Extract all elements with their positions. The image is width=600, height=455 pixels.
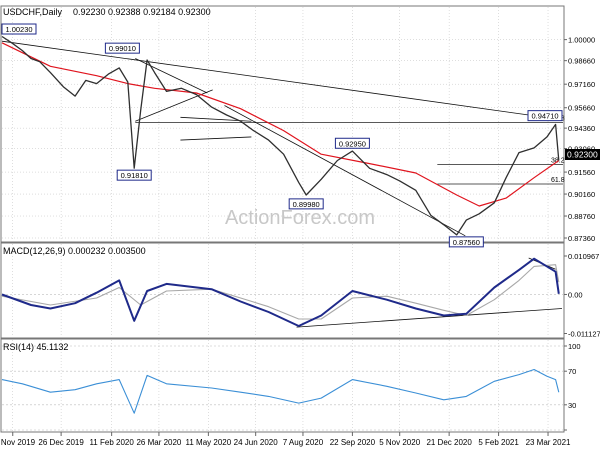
price-label: 0.94710 xyxy=(531,112,558,121)
current-price-badge-bg xyxy=(565,149,600,160)
ema-line xyxy=(1,42,560,207)
price-header-symbol: USDCHF,Daily xyxy=(3,7,63,17)
price-label-box xyxy=(288,198,324,210)
macd-signal-line xyxy=(1,264,560,320)
gridlines xyxy=(2,7,563,431)
price-label-box xyxy=(1,23,37,35)
x-tick-label: 5 Nov 2020 xyxy=(379,438,420,447)
x-tick-label: 26 Mar 2020 xyxy=(136,438,181,447)
price-label-box xyxy=(527,110,563,122)
current-price-badge: 0.92300 xyxy=(565,149,600,160)
y-tick-label: 100 xyxy=(568,342,581,351)
trendline xyxy=(135,89,213,122)
x-tick-label: 7 Aug 2020 xyxy=(283,438,324,447)
y-tick-label: 0.010967 xyxy=(568,252,599,261)
x-tick-label: 11 Feb 2020 xyxy=(89,438,134,447)
trendline xyxy=(1,40,563,121)
rsi-line xyxy=(1,368,560,414)
price-label-box xyxy=(334,137,370,149)
price-label-box xyxy=(116,169,152,181)
trendline xyxy=(180,136,252,141)
rsi-header: RSI(14) 45.1132 xyxy=(3,342,68,352)
x-tick-label: 11 Nov 2019 xyxy=(0,438,36,447)
x-tick-label: 21 Dec 2020 xyxy=(426,438,472,447)
y-tick-label: 0.94360 xyxy=(568,124,595,133)
macd-line xyxy=(1,257,560,327)
x-tick-label: 24 Jun 2020 xyxy=(234,438,279,447)
price-label-box xyxy=(104,42,140,54)
y-tick-label: 0.91560 xyxy=(568,168,595,177)
y-tick-label: -0.011127 xyxy=(568,329,600,338)
price-label: 0.99010 xyxy=(109,44,136,53)
x-tick-label: 23 Mar 2021 xyxy=(526,438,571,447)
price-series xyxy=(1,35,560,414)
x-tick-label: 11 May 2020 xyxy=(186,438,232,447)
trendline xyxy=(135,58,208,94)
rsi-panel-frame xyxy=(0,338,565,433)
price-label: 0.89980 xyxy=(293,200,320,209)
y-tick-label: 0.97160 xyxy=(568,80,595,89)
macd-panel-frame xyxy=(0,242,565,339)
price-label: 0.91810 xyxy=(121,171,148,180)
y-tick-label: 0.95660 xyxy=(568,104,595,113)
y-tick-label: 1.00000 xyxy=(568,36,595,45)
y-tick-label: 0.90160 xyxy=(568,190,595,199)
x-tick-label: 5 Feb 2021 xyxy=(478,438,519,447)
price-panel-frame xyxy=(0,5,565,243)
macd-header: MACD(12,26,9) 0.000232 0.003500 xyxy=(3,246,146,256)
price-header-ohlc: 0.92230 0.92388 0.92184 0.92300 xyxy=(73,7,211,17)
macd-trendline xyxy=(296,308,563,328)
price-label: 0.92950 xyxy=(339,139,366,148)
trendline xyxy=(224,105,466,237)
current-price-label: 0.92300 xyxy=(567,150,598,160)
y-tick-label: 70 xyxy=(568,367,576,376)
fib-level-label: 61.8 xyxy=(551,177,565,184)
close-price-line xyxy=(1,35,560,236)
y-tick-label: 0.87360 xyxy=(568,234,595,243)
x-tick-label: 26 Dec 2019 xyxy=(38,438,84,447)
y-tick-label: 0.98660 xyxy=(568,57,595,66)
price-annotations: 1.00230 0.99010 0.91810 0.92950 0.89980 0.875… xyxy=(1,23,563,248)
price-label-box xyxy=(448,236,484,248)
watermark: ActionForex.com xyxy=(225,207,375,229)
y-tick-label: 0.00 xyxy=(568,290,583,299)
price-label: 1.00230 xyxy=(5,25,32,34)
y-tick-label: 0.88760 xyxy=(568,212,595,221)
y-tick-label: 30 xyxy=(568,401,576,410)
price-label: 0.87560 xyxy=(453,238,480,247)
x-tick-label: 22 Sep 2020 xyxy=(330,438,376,447)
